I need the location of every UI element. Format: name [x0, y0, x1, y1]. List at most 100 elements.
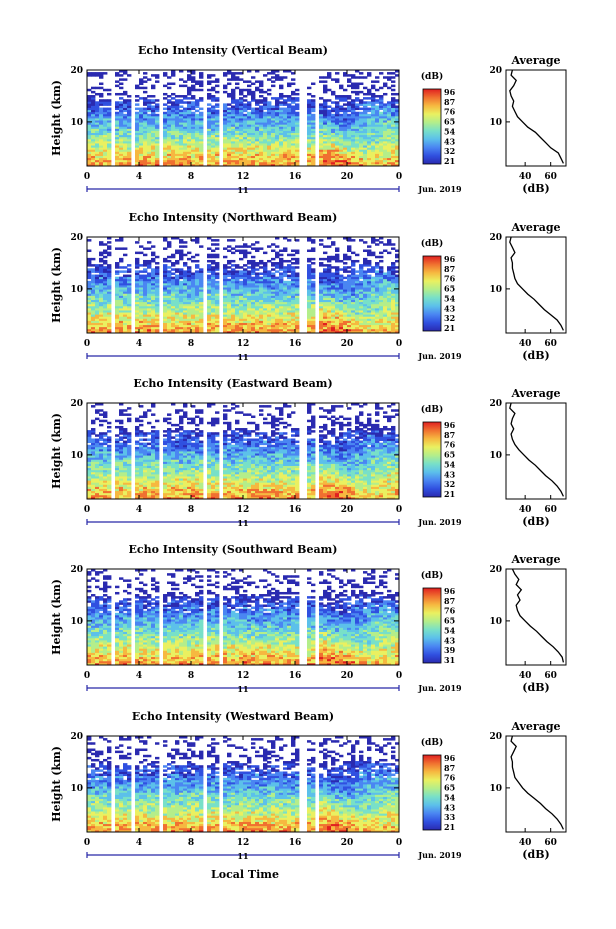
average-x-axis-label: (dB)	[522, 182, 549, 195]
heatmap-cell	[271, 122, 276, 125]
heatmap-cell	[323, 76, 328, 79]
heatmap-cell	[95, 287, 100, 290]
heatmap-cell	[311, 113, 316, 117]
heatmap-cell	[167, 120, 172, 123]
heatmap-cell	[187, 266, 192, 269]
heatmap-cell	[319, 262, 324, 265]
heatmap-cell	[211, 136, 216, 140]
heatmap-cell	[215, 149, 220, 152]
heatmap-cell	[103, 151, 108, 154]
heatmap-cell	[191, 128, 196, 131]
heatmap-cell	[275, 113, 280, 117]
heatmap-cell	[295, 138, 300, 142]
heatmap-cell	[367, 157, 372, 161]
heatmap-cell	[151, 268, 156, 271]
heatmap-cell	[199, 84, 204, 88]
heatmap-cell	[91, 305, 96, 309]
heatmap-cell	[371, 266, 376, 269]
heatmap-cell	[251, 147, 256, 150]
heatmap-cell	[147, 143, 152, 146]
heatmap-cell	[163, 161, 168, 165]
heatmap-cell	[383, 107, 388, 111]
heatmap-cell	[207, 97, 212, 100]
heatmap-cell	[139, 303, 144, 307]
heatmap-cell	[95, 115, 100, 119]
heatmap-cell	[331, 266, 336, 269]
heatmap-cell	[127, 314, 132, 317]
heatmap-cell	[87, 74, 92, 77]
heatmap-cell	[179, 151, 184, 154]
heatmap-cell	[103, 287, 108, 290]
heatmap-cell	[191, 115, 196, 119]
heatmap-cell	[147, 140, 152, 144]
heatmap-cell	[215, 243, 220, 246]
heatmap-cell	[231, 247, 236, 250]
heatmap-cell	[307, 159, 312, 163]
heatmap-cell	[363, 163, 368, 167]
heatmap-cell	[371, 143, 376, 146]
heatmap-cell	[143, 126, 148, 129]
heatmap-cell	[267, 151, 272, 154]
heatmap-cell	[375, 145, 380, 148]
heatmap-cell	[259, 99, 264, 102]
heatmap-cell	[267, 122, 272, 125]
heatmap-cell	[367, 128, 372, 131]
heatmap-cell	[231, 95, 236, 98]
heatmap-cell	[247, 92, 252, 96]
heatmap-cell	[291, 130, 296, 134]
heatmap-cell	[179, 109, 184, 113]
heatmap-cell	[143, 274, 148, 278]
heatmap-cell	[163, 324, 168, 328]
heatmap-cell	[391, 140, 396, 144]
heatmap-cell	[363, 76, 368, 79]
heatmap-cell	[87, 293, 92, 296]
heatmap-cell	[123, 280, 128, 284]
heatmap-cell	[279, 143, 284, 146]
heatmap-cell	[387, 149, 392, 152]
heatmap-cell	[331, 161, 336, 165]
heatmap-cell	[311, 120, 316, 123]
heatmap-cell	[127, 268, 132, 271]
heatmap-cell	[119, 113, 124, 117]
heatmap-cell	[207, 134, 212, 138]
heatmap-cell	[103, 316, 108, 319]
heatmap-cell	[271, 161, 276, 165]
heatmap-cell	[355, 274, 360, 278]
heatmap-cell	[287, 70, 292, 73]
heatmap-cell	[91, 132, 96, 136]
heatmap-cell	[243, 88, 248, 92]
heatmap-cell	[123, 297, 128, 301]
heatmap-cell	[87, 307, 92, 311]
heatmap-cell	[215, 143, 220, 146]
heatmap-cell	[167, 82, 172, 86]
heatmap-cell	[127, 291, 132, 294]
heatmap-cell	[179, 239, 184, 242]
heatmap-cell	[375, 155, 380, 159]
heatmap-cell	[95, 132, 100, 136]
heatmap-cell	[291, 253, 296, 257]
heatmap-cell	[155, 310, 160, 313]
heatmap-cell	[195, 99, 200, 102]
heatmap-cell	[223, 74, 228, 77]
heatmap-cell	[371, 101, 376, 104]
heatmap-cell	[99, 301, 104, 305]
heatmap-cell	[291, 128, 296, 131]
heatmap-cell	[119, 324, 124, 328]
heatmap-cell	[239, 88, 244, 92]
heatmap-cell	[231, 118, 236, 121]
heatmap-cell	[163, 247, 168, 250]
heatmap-cell	[87, 276, 92, 280]
heatmap-cell	[275, 99, 280, 102]
heatmap-cell	[123, 128, 128, 131]
heatmap-cell	[143, 107, 148, 111]
heatmap-cell	[119, 322, 124, 326]
heatmap-cell	[163, 128, 168, 131]
heatmap-cell	[335, 153, 340, 156]
heatmap-cell	[323, 143, 328, 146]
heatmap-cell	[87, 295, 92, 298]
heatmap-cell	[267, 270, 272, 273]
heatmap-cell	[191, 70, 196, 73]
heatmap-cell	[367, 136, 372, 140]
heatmap-cell	[279, 107, 284, 111]
heatmap-cell	[139, 320, 144, 323]
